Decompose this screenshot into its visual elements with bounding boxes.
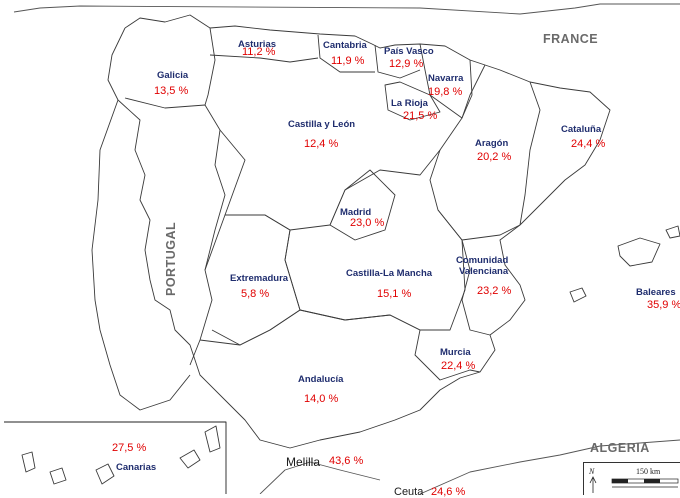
portugal-border <box>124 97 226 366</box>
country-label-france: FRANCE <box>543 32 599 46</box>
border-castilla-leon-south <box>219 129 441 231</box>
france-coastline <box>13 3 680 15</box>
border-navarra <box>419 43 486 119</box>
border-galicia <box>204 27 216 106</box>
region-name-la-rioja: La Rioja <box>391 98 428 109</box>
region-name-castilla-la-mancha: Castilla-La Mancha <box>346 268 433 279</box>
border-pais-vasco <box>374 44 421 79</box>
region-value-madrid: 23,0 % <box>350 217 385 229</box>
border-cataluna <box>519 81 541 226</box>
region-name-asturias: Asturias <box>238 39 277 50</box>
region-name-valenciana-line2: Valenciana <box>459 266 509 277</box>
region-value-cantabria: 11,9 % <box>331 55 365 67</box>
region-value-castilla-leon: 12,4 % <box>304 138 339 150</box>
region-value-galicia: 13,5 % <box>154 85 189 97</box>
region-name-extremadura: Extremadura <box>230 273 289 284</box>
border-madrid <box>329 169 396 241</box>
region-name-murcia: Murcia <box>440 347 471 358</box>
portugal-west-coast <box>91 99 191 411</box>
region-name-baleares: Baleares <box>636 287 676 298</box>
region-value-cataluna: 24,4 % <box>571 138 606 150</box>
canarias-inset-frame <box>4 421 227 494</box>
region-name-pais-vasco: País Vasco <box>384 46 434 57</box>
region-value-extremadura: 5,8 % <box>241 288 270 300</box>
scale-bar-icon <box>589 476 679 493</box>
region-value-valenciana: 23,2 % <box>477 285 512 297</box>
iberian-coastline <box>107 14 611 449</box>
city-name-melilla: Melilla <box>286 455 321 469</box>
region-value-canarias: 27,5 % <box>112 442 147 454</box>
border-murcia <box>414 329 481 381</box>
algeria-coastline <box>419 439 680 494</box>
baleares-islands <box>569 225 680 303</box>
country-label-portugal: PORTUGAL <box>164 221 178 296</box>
region-value-castilla-la-mancha: 15,1 % <box>377 288 412 300</box>
morocco-coastline <box>259 461 381 494</box>
border-asturias <box>209 54 319 63</box>
region-value-baleares: 35,9 % <box>647 299 680 311</box>
border-aragon <box>429 59 521 241</box>
city-value-melilla: 43,6 % <box>329 455 364 467</box>
region-name-cataluna: Cataluña <box>561 124 602 135</box>
city-value-ceuta: 24,6 % <box>431 486 466 498</box>
north-arrow-icon: N <box>589 467 595 476</box>
region-value-la-rioja: 21,5 % <box>403 110 438 122</box>
border-cantabria <box>317 34 375 73</box>
region-value-murcia: 22,4 % <box>441 360 476 372</box>
region-name-andalucia: Andalucía <box>298 374 344 385</box>
border-valenciana <box>461 239 491 336</box>
region-name-aragon: Aragón <box>475 138 509 149</box>
region-value-navarra: 19,8 % <box>428 86 463 98</box>
region-name-valenciana-line1: Comunidad <box>456 255 509 266</box>
canarias-islands <box>21 425 221 485</box>
region-name-galicia: Galicia <box>157 70 189 81</box>
border-la-rioja <box>384 81 441 121</box>
region-name-madrid: Madrid <box>340 207 372 218</box>
scale-distance: 150 km <box>636 467 661 476</box>
region-name-castilla-leon: Castilla y León <box>288 119 356 130</box>
region-value-andalucia: 14,0 % <box>304 393 339 405</box>
region-value-asturias: 11,2 % <box>242 46 276 58</box>
region-value-pais-vasco: 12,9 % <box>389 58 424 70</box>
country-label-algeria: ALGERIA <box>590 441 650 455</box>
border-andalucia <box>199 309 421 346</box>
city-name-ceuta: Ceuta <box>394 486 424 498</box>
scale-legend: N 150 km <box>583 462 680 495</box>
region-value-aragon: 20,2 % <box>477 151 512 163</box>
region-name-navarra: Navarra <box>428 73 464 84</box>
region-name-cantabria: Cantabria <box>323 40 367 51</box>
region-name-canarias: Canarias <box>116 462 157 473</box>
